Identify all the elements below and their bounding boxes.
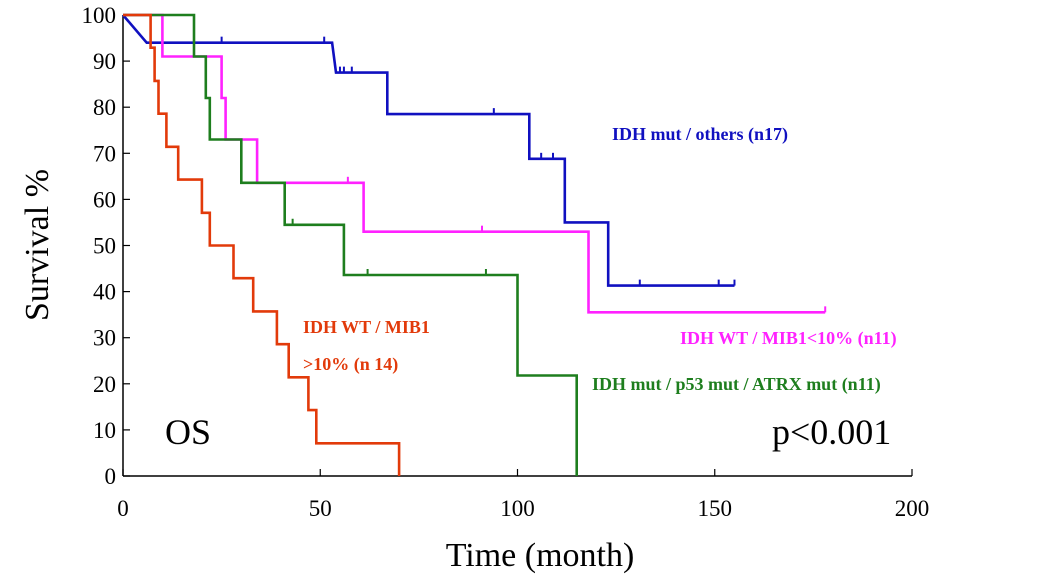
x-tick-label: 100 — [500, 496, 535, 521]
y-tick-label: 100 — [82, 3, 117, 28]
series-line — [123, 13, 401, 476]
y-tick-label: 70 — [93, 141, 116, 166]
label-idh-mut-others: IDH mut / others (n17) — [612, 124, 788, 145]
x-tick-label: 50 — [309, 496, 332, 521]
series-line — [123, 13, 579, 476]
series-3 — [123, 13, 401, 476]
y-tick-label: 10 — [93, 418, 116, 443]
x-tick-label: 0 — [117, 496, 129, 521]
y-axis-title: Survival % — [19, 169, 56, 321]
panel-label-os: OS — [165, 412, 211, 452]
y-tick-label: 30 — [93, 326, 116, 351]
p-value: p<0.001 — [772, 412, 891, 452]
series-layer — [122, 13, 827, 476]
label-idh-mut-p53-atrx: IDH mut / p53 mut / ATRX mut (n11) — [592, 374, 881, 395]
label-idh-wt-mib1-high-line1: IDH WT / MIB1 — [303, 317, 430, 337]
series-1 — [123, 13, 827, 314]
x-tick-label: 150 — [698, 496, 733, 521]
y-tick-label: 20 — [93, 372, 116, 397]
y-tick-label: 90 — [93, 49, 116, 74]
y-tick-label: 80 — [93, 95, 116, 120]
label-idh-wt-mib1-low: IDH WT / MIB1<10% (n11) — [680, 328, 897, 349]
series-2 — [123, 13, 579, 476]
axes — [122, 15, 912, 477]
y-tick-label: 50 — [93, 234, 116, 259]
y-tick-label: 40 — [93, 280, 116, 305]
label-idh-wt-mib1-high-line2: >10% (n 14) — [303, 354, 398, 375]
x-tick-label: 200 — [895, 496, 930, 521]
ticks: 0 10 20 30 40 50 60 70 80 90 100 0 50 100 150 200 — [82, 3, 930, 521]
y-tick-label: 60 — [93, 187, 116, 212]
series-line — [123, 13, 826, 314]
x-axis-title: Time (month) — [446, 537, 635, 574]
y-tick-label: 0 — [105, 464, 117, 489]
series-0 — [122, 14, 736, 287]
series-labels: IDH mut / others (n17) IDH WT / MIB1<10%… — [303, 124, 897, 395]
series-line — [122, 14, 735, 287]
